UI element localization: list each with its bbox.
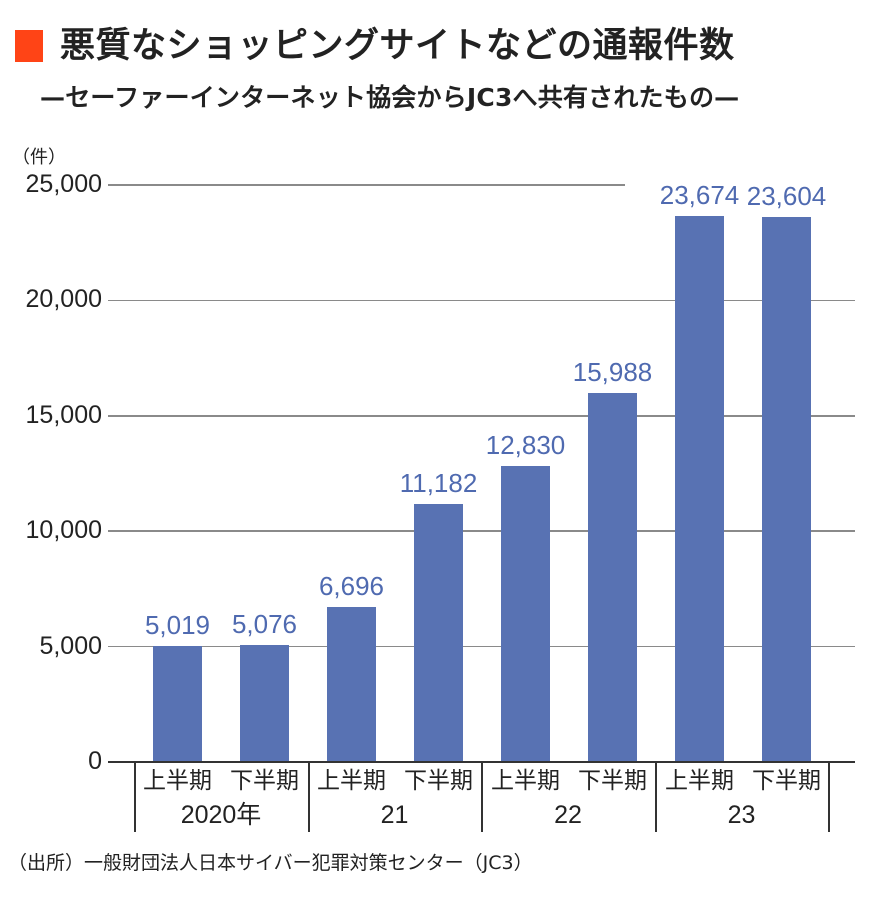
gridline	[108, 645, 855, 648]
chart-subtitle: —セーファーインターネット協会からJC3へ共有されたもの—	[40, 83, 740, 112]
x-axis-group-separator	[828, 762, 830, 832]
x-axis-year-label: 21	[380, 801, 409, 829]
x-axis-period-label: 下半期	[752, 768, 821, 794]
x-axis-period-label: 上半期	[491, 768, 560, 794]
x-axis-period-label: 下半期	[230, 768, 299, 794]
bar	[153, 646, 202, 762]
bar-value-label: 5,019	[144, 610, 211, 641]
bar-value-label: 6,696	[318, 571, 385, 602]
x-axis-period-label: 上半期	[665, 768, 734, 794]
chart-title: 悪質なショッピングサイトなどの通報件数	[60, 26, 735, 66]
bar	[327, 607, 376, 762]
bar	[240, 644, 289, 762]
gridline	[108, 530, 855, 532]
x-axis-year-label: 2020年	[180, 801, 262, 829]
x-axis-period-label: 上半期	[143, 768, 212, 794]
bar	[588, 392, 637, 762]
bar-value-label: 15,988	[572, 356, 653, 387]
y-tick-label: 5,000	[39, 631, 102, 660]
bar-value-label: 23,604	[746, 181, 827, 212]
gridline	[108, 184, 625, 186]
x-axis-group-separator	[481, 762, 483, 832]
title-accent-square	[15, 30, 43, 62]
x-axis-year-label: 22	[554, 801, 582, 829]
bar	[414, 503, 463, 762]
bar-value-label: 12,830	[485, 429, 566, 460]
x-axis-group-separator	[308, 762, 310, 832]
x-axis-group-separator	[134, 762, 136, 832]
x-axis-period-label: 下半期	[404, 768, 473, 794]
y-tick-label: 20,000	[25, 285, 102, 314]
bar-value-label: 11,182	[399, 467, 478, 498]
bar	[675, 215, 724, 762]
x-axis-period-label: 下半期	[578, 768, 647, 794]
bar	[762, 217, 811, 762]
y-tick-label: 0	[88, 747, 102, 775]
source-note: （出所）一般財団法人日本サイバー犯罪対策センター（JC3）	[8, 852, 533, 874]
x-axis-year-label: 23	[727, 801, 756, 829]
bar	[501, 465, 550, 762]
bar-value-label: 5,076	[231, 608, 298, 639]
y-tick-label: 10,000	[25, 516, 102, 545]
x-axis-group-separator	[655, 762, 657, 832]
y-tick-label: 15,000	[25, 400, 102, 429]
gridline	[108, 415, 855, 417]
y-tick-label: 25,000	[25, 170, 102, 198]
x-axis-period-label: 上半期	[317, 768, 386, 794]
y-axis-unit-label: （件）	[12, 147, 66, 168]
gridline	[108, 299, 855, 302]
bar-value-label: 23,674	[659, 179, 740, 210]
